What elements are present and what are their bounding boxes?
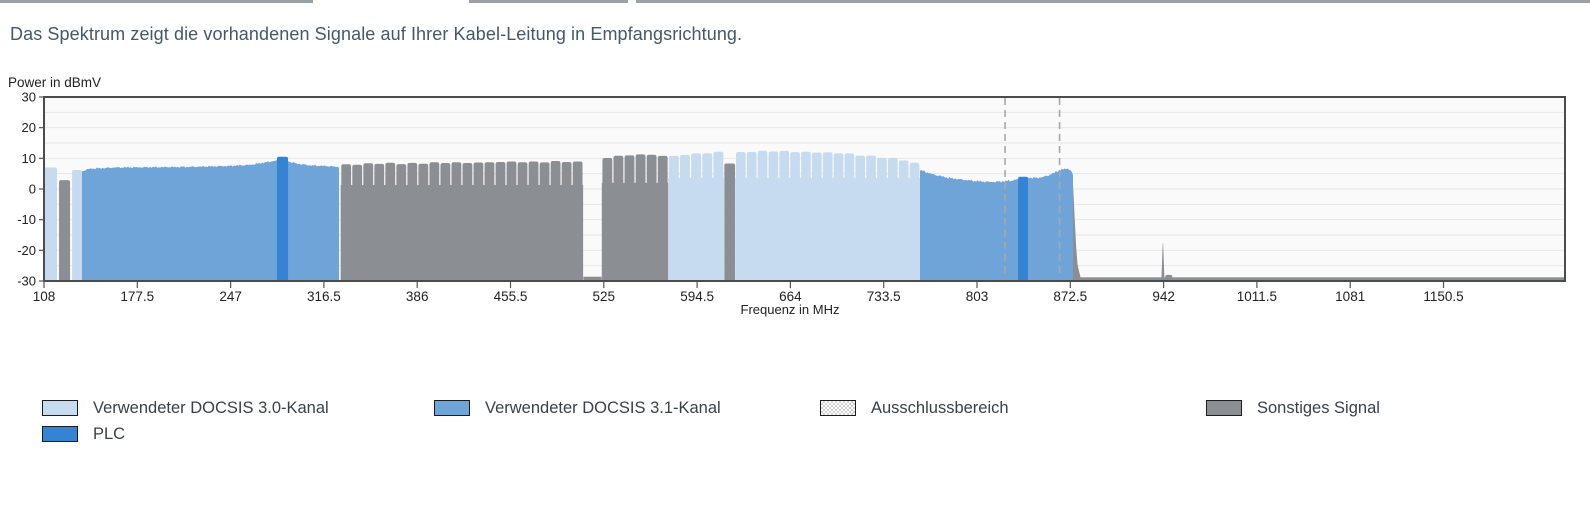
legend-item-docsis30: Verwendeter DOCSIS 3.0-Kanal: [42, 399, 329, 417]
svg-text:455.5: 455.5: [494, 289, 528, 304]
tab-divider: [469, 0, 628, 3]
legend-label: PLC: [93, 424, 126, 443]
legend-item-docsis31: Verwendeter DOCSIS 3.1-Kanal: [434, 399, 721, 417]
svg-text:594.5: 594.5: [680, 289, 714, 304]
legend-label: Ausschlussbereich: [871, 398, 1009, 417]
legend: Verwendeter DOCSIS 3.0-Kanal Verwendeter…: [0, 390, 1590, 460]
legend-swatch-docsis30: [42, 400, 78, 416]
svg-text:30: 30: [22, 90, 36, 105]
tab-divider: [636, 0, 1590, 3]
legend-label: Verwendeter DOCSIS 3.1-Kanal: [485, 398, 721, 417]
svg-text:20: 20: [22, 120, 36, 135]
svg-text:1150.5: 1150.5: [1423, 289, 1463, 304]
legend-item-plc: PLC: [42, 425, 125, 443]
svg-text:942: 942: [1152, 289, 1175, 304]
svg-text:108: 108: [33, 289, 56, 304]
legend-item-ausschlussbereich: Ausschlussbereich: [820, 399, 1009, 417]
legend-label: Verwendeter DOCSIS 3.0-Kanal: [93, 398, 329, 417]
legend-label: Sonstiges Signal: [1257, 398, 1380, 417]
svg-text:1011.5: 1011.5: [1237, 289, 1277, 304]
spectrum-chart: 108 177.5 247 316.5 386 455.5 525 594.5 664 733.5…: [8, 75, 1566, 317]
svg-text:10: 10: [22, 151, 36, 166]
legend-swatch-other: [1206, 400, 1242, 416]
svg-text:247: 247: [219, 289, 242, 304]
svg-text:177.5: 177.5: [120, 289, 154, 304]
legend-swatch-exclusion: [820, 400, 856, 416]
legend-swatch-docsis31: [434, 400, 470, 416]
svg-text:Power in dBmV: Power in dBmV: [8, 75, 101, 90]
svg-text:664: 664: [779, 289, 802, 304]
legend-item-sonstiges-signal: Sonstiges Signal: [1206, 399, 1380, 417]
svg-text:316.5: 316.5: [307, 289, 341, 304]
svg-text:1081: 1081: [1335, 289, 1365, 304]
svg-text:0: 0: [29, 182, 36, 197]
svg-text:872.5: 872.5: [1053, 289, 1087, 304]
svg-text:-30: -30: [17, 274, 36, 289]
svg-text:-20: -20: [17, 243, 36, 258]
svg-text:386: 386: [406, 289, 429, 304]
svg-text:525: 525: [593, 289, 616, 304]
intro-text: Das Spektrum zeigt die vorhandenen Signa…: [10, 24, 743, 44]
legend-swatch-plc: [42, 426, 78, 442]
svg-text:733.5: 733.5: [867, 289, 901, 304]
svg-text:-10: -10: [17, 212, 36, 227]
tab-divider: [0, 0, 313, 3]
svg-text:803: 803: [966, 289, 989, 304]
svg-text:Frequenz in MHz: Frequenz in MHz: [741, 302, 840, 317]
